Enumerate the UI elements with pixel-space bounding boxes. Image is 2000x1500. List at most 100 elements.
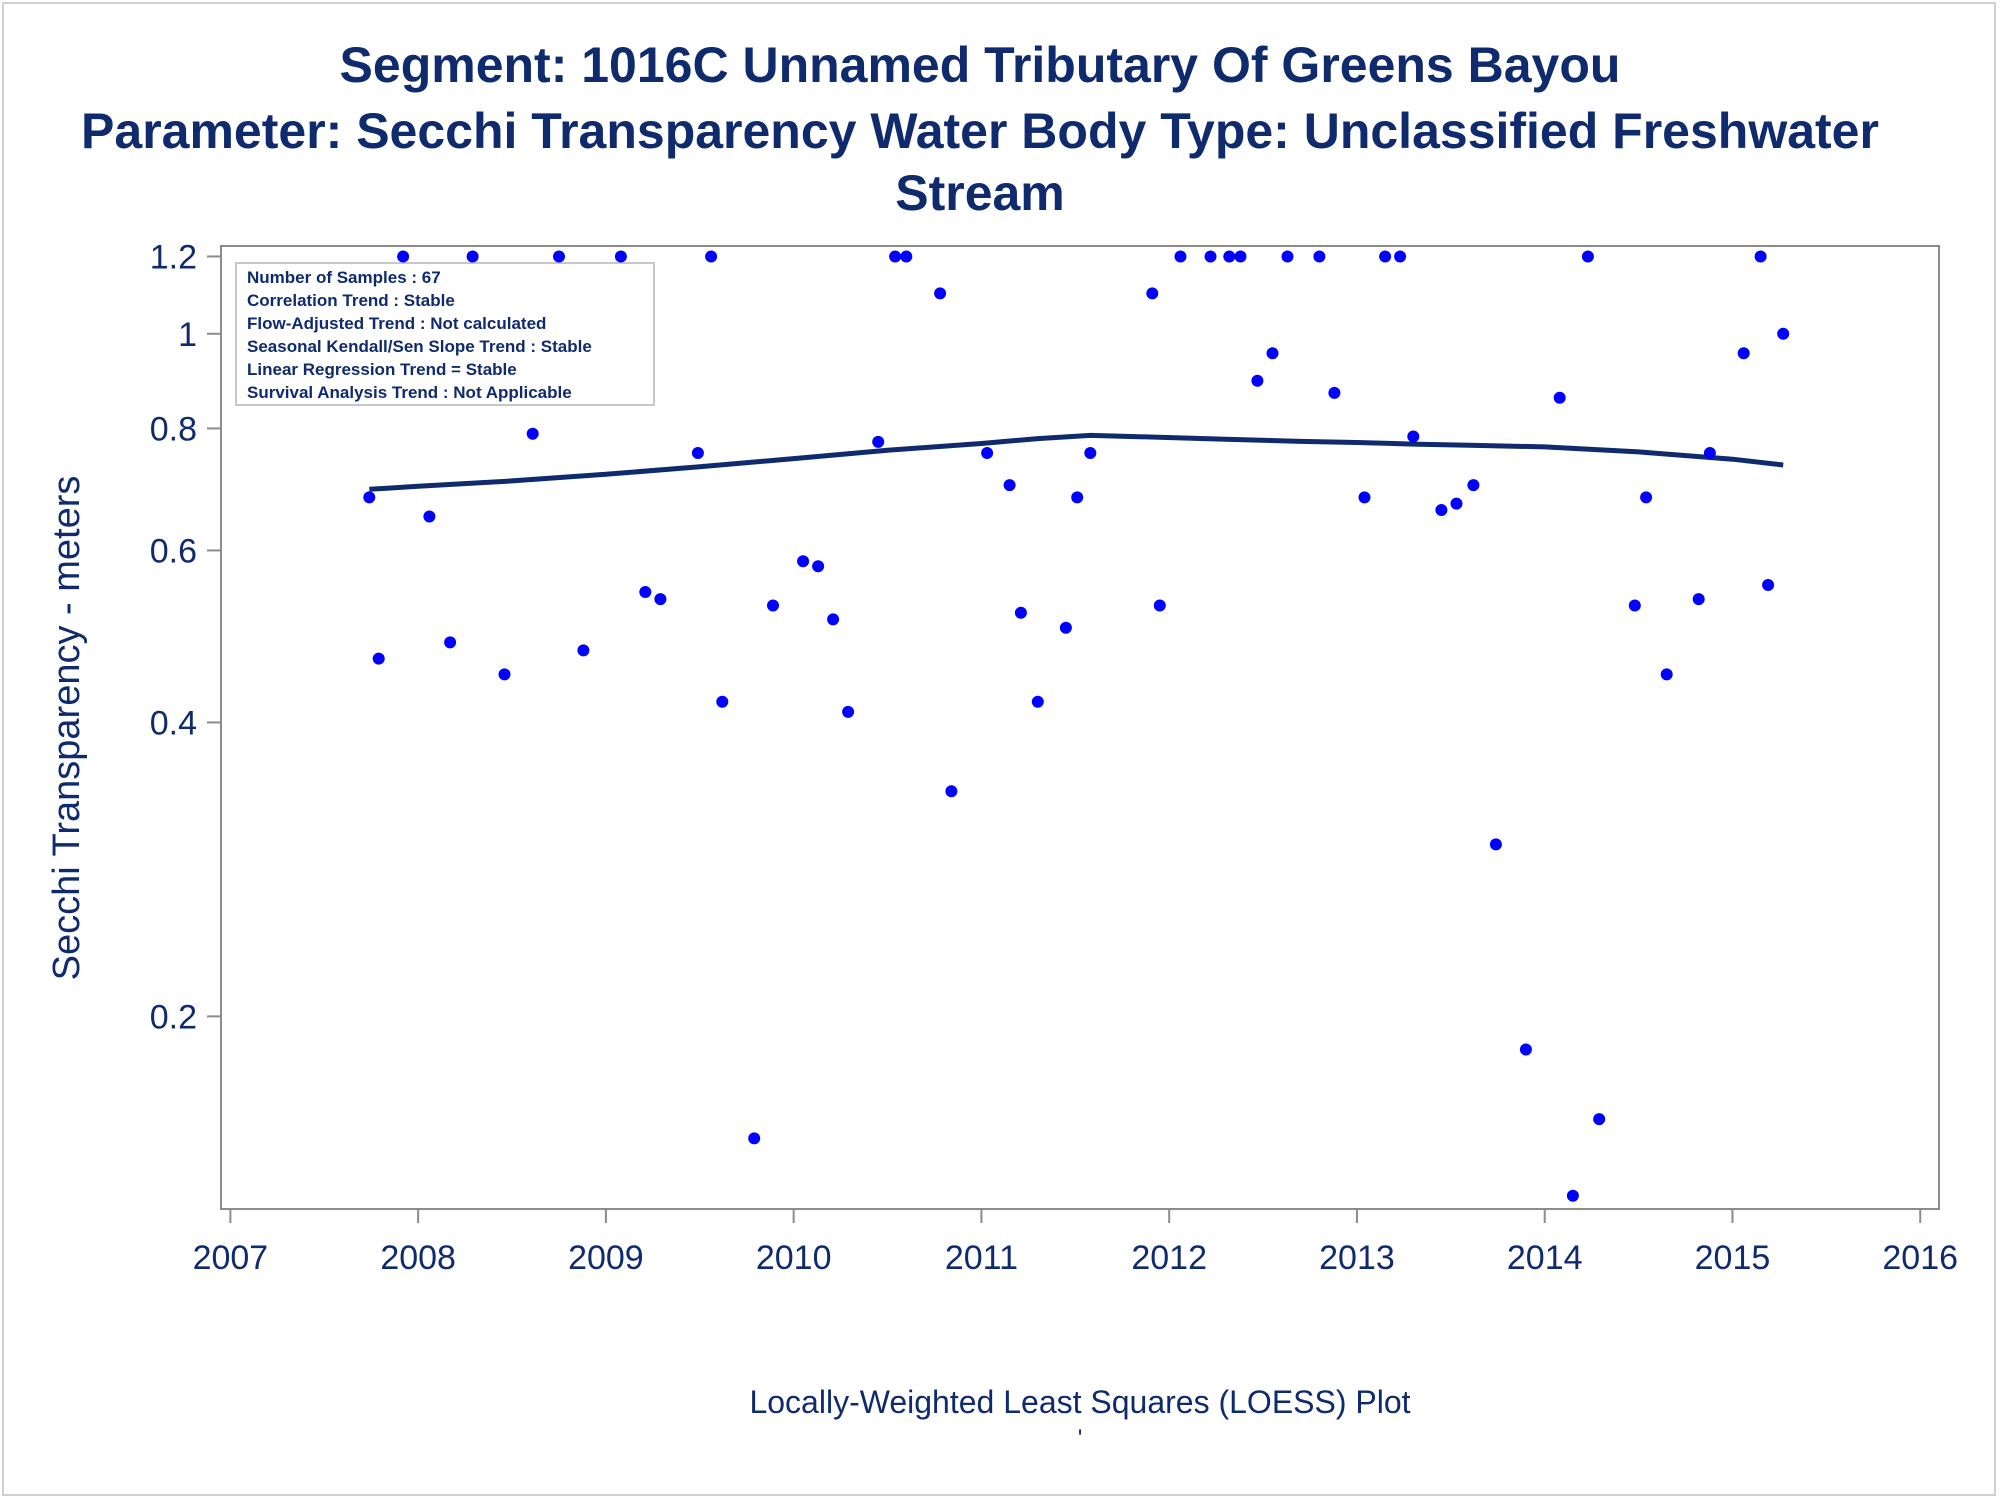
x-tick-label: 2015 [1695,1239,1771,1277]
data-point [1450,497,1463,510]
data-point [1031,695,1044,708]
data-point [705,250,718,263]
data-point [1628,599,1641,612]
data-point [1737,347,1750,360]
plot-area [220,245,1940,1210]
data-point [1014,606,1027,619]
data-point [372,652,385,665]
x-axis: 2007 2008 2009 2010 2011 2012 2013 2014 2015 2016 [193,1209,1958,1277]
data-point [1379,250,1392,263]
x-tick-label: 2014 [1507,1239,1583,1277]
data-point [934,287,947,300]
y-tick-label: 0.2 [150,998,197,1036]
data-point [1204,250,1217,263]
data-point [1358,491,1371,504]
data-point [1234,250,1247,263]
data-point [553,250,565,263]
data-point [1003,479,1016,492]
data-point [1777,327,1790,340]
data-point [1313,250,1326,263]
data-point [654,593,667,606]
data-point [827,613,840,626]
loess-curve [369,432,1784,492]
data-point [363,491,376,504]
data-point [1084,447,1097,459]
data-point [1553,391,1566,404]
data-point [614,250,627,263]
data-point [1059,621,1072,634]
x-tick-label: 2009 [568,1239,644,1277]
data-point [1223,250,1236,263]
data-point [1660,668,1673,681]
data-point [748,1132,761,1145]
data-point [1762,579,1775,591]
data-point [1581,250,1594,263]
y-tick-label: 0.8 [150,410,197,448]
data-point [889,250,902,263]
data-point [945,785,958,798]
x-axis-label: Locally-Weighted Least Squares (LOESS) P… [749,1384,1410,1420]
data-point [797,555,810,568]
data-point [1566,1189,1579,1202]
data-point [1251,374,1264,387]
chart-subtitle: Parameter: Secchi Transparency Water Bod… [81,103,1879,159]
data-point [1593,1113,1606,1126]
data-point [812,560,825,573]
y-axis-label: Secchi Transparency - meters [46,476,88,981]
data-point [444,636,457,649]
x-tick-label: 2016 [1882,1239,1958,1277]
chart-title: Segment: 1016C Unnamed Tributary Of Gree… [339,37,1621,93]
data-point [1394,250,1407,263]
x-tick-label: 2007 [193,1239,269,1277]
info-box-line: Number of Samples : 67 [247,268,441,287]
data-point [1266,347,1279,360]
data-point [1153,599,1166,612]
data-point [872,435,885,448]
data-point [981,447,994,459]
data-point [1435,504,1448,516]
data-point [691,447,704,459]
info-box-border [235,262,655,406]
data-point [716,695,729,708]
data-point [900,250,913,263]
y-tick-label: 1 [178,316,197,354]
y-tick-label: 1.2 [150,238,197,276]
info-box-line: Linear Regression Trend = Stable [247,360,517,379]
data-point [1703,447,1716,459]
y-tick-label: 0.4 [150,704,197,742]
data-point [397,250,410,263]
x-tick-label: 2008 [380,1239,456,1277]
data-point [767,599,779,612]
data-point [1754,250,1767,263]
data-point [466,250,479,263]
info-box-line: Flow-Adjusted Trend : Not calculated [247,314,546,333]
info-box-line: Seasonal Kendall/Sen Slope Trend : Stabl… [247,337,592,356]
trend-info-box: Number of Samples : 67 Correlation Trend … [235,262,655,406]
data-point [1692,593,1705,606]
data-point [1281,250,1294,263]
data-point [842,705,855,718]
data-point [1174,250,1187,263]
data-point [1328,386,1341,399]
y-tick-label: 0.6 [150,532,197,570]
data-point [1640,491,1653,504]
data-point [1489,838,1502,851]
x-tick-label: 2012 [1131,1239,1207,1277]
data-point [1146,287,1159,300]
x-tick-label: 2013 [1319,1239,1395,1277]
data-point [526,427,539,440]
data-point [1467,479,1480,492]
data-point [577,644,590,657]
data-point [1519,1043,1532,1056]
x-tick-label: 2011 [945,1239,1018,1277]
data-point [1071,491,1084,504]
data-point [1407,430,1420,443]
data-point [639,586,652,598]
chart-subtitle-continued: Stream [895,165,1065,221]
footnote-mark: ' [1078,1425,1083,1452]
info-box-line: Correlation Trend : Stable [247,291,455,310]
data-points [363,250,1790,1202]
data-point [498,668,511,681]
info-box-line: Survival Analysis Trend : Not Applicable [247,383,572,402]
